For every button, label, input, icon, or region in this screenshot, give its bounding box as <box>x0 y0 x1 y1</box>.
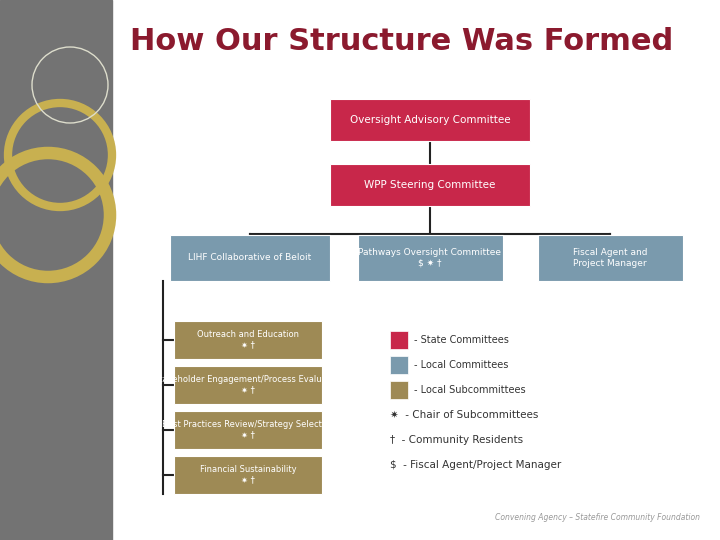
Text: Best Practices Review/Strategy Selection
✷ †: Best Practices Review/Strategy Selection… <box>161 420 334 440</box>
FancyBboxPatch shape <box>170 235 330 281</box>
Text: †  - Community Residents: † - Community Residents <box>390 435 523 445</box>
Text: WPP Steering Committee: WPP Steering Committee <box>364 180 495 190</box>
Bar <box>390 381 408 399</box>
FancyBboxPatch shape <box>174 366 322 404</box>
FancyBboxPatch shape <box>174 321 322 359</box>
Text: Pathways Oversight Committee
$ ✷ †: Pathways Oversight Committee $ ✷ † <box>359 248 502 268</box>
Text: Convening Agency – Statefire Community Foundation: Convening Agency – Statefire Community F… <box>495 513 700 522</box>
Text: ✷  - Chair of Subcommittees: ✷ - Chair of Subcommittees <box>390 410 539 420</box>
Text: Financial Sustainability
✷ †: Financial Sustainability ✷ † <box>199 465 297 485</box>
Text: - State Committees: - State Committees <box>414 335 509 345</box>
Text: - Local Subcommittees: - Local Subcommittees <box>414 385 526 395</box>
Bar <box>0 0 112 540</box>
FancyBboxPatch shape <box>538 235 683 281</box>
FancyBboxPatch shape <box>330 164 530 206</box>
Text: LIHF Collaborative of Beloit: LIHF Collaborative of Beloit <box>189 253 312 262</box>
Text: $  - Fiscal Agent/Project Manager: $ - Fiscal Agent/Project Manager <box>390 460 562 470</box>
Text: Stakeholder Engagement/Process Evaluation
✷ †: Stakeholder Engagement/Process Evaluatio… <box>153 375 343 395</box>
FancyBboxPatch shape <box>174 456 322 494</box>
FancyBboxPatch shape <box>174 411 322 449</box>
FancyBboxPatch shape <box>358 235 503 281</box>
Bar <box>390 331 408 349</box>
Text: Oversight Advisory Committee: Oversight Advisory Committee <box>350 115 510 125</box>
FancyBboxPatch shape <box>330 99 530 141</box>
Text: Fiscal Agent and
Project Manager: Fiscal Agent and Project Manager <box>572 248 647 268</box>
Text: Outreach and Education
✷ †: Outreach and Education ✷ † <box>197 330 299 350</box>
Bar <box>390 356 408 374</box>
Text: How Our Structure Was Formed: How Our Structure Was Formed <box>130 28 673 57</box>
Text: - Local Committees: - Local Committees <box>414 360 508 370</box>
